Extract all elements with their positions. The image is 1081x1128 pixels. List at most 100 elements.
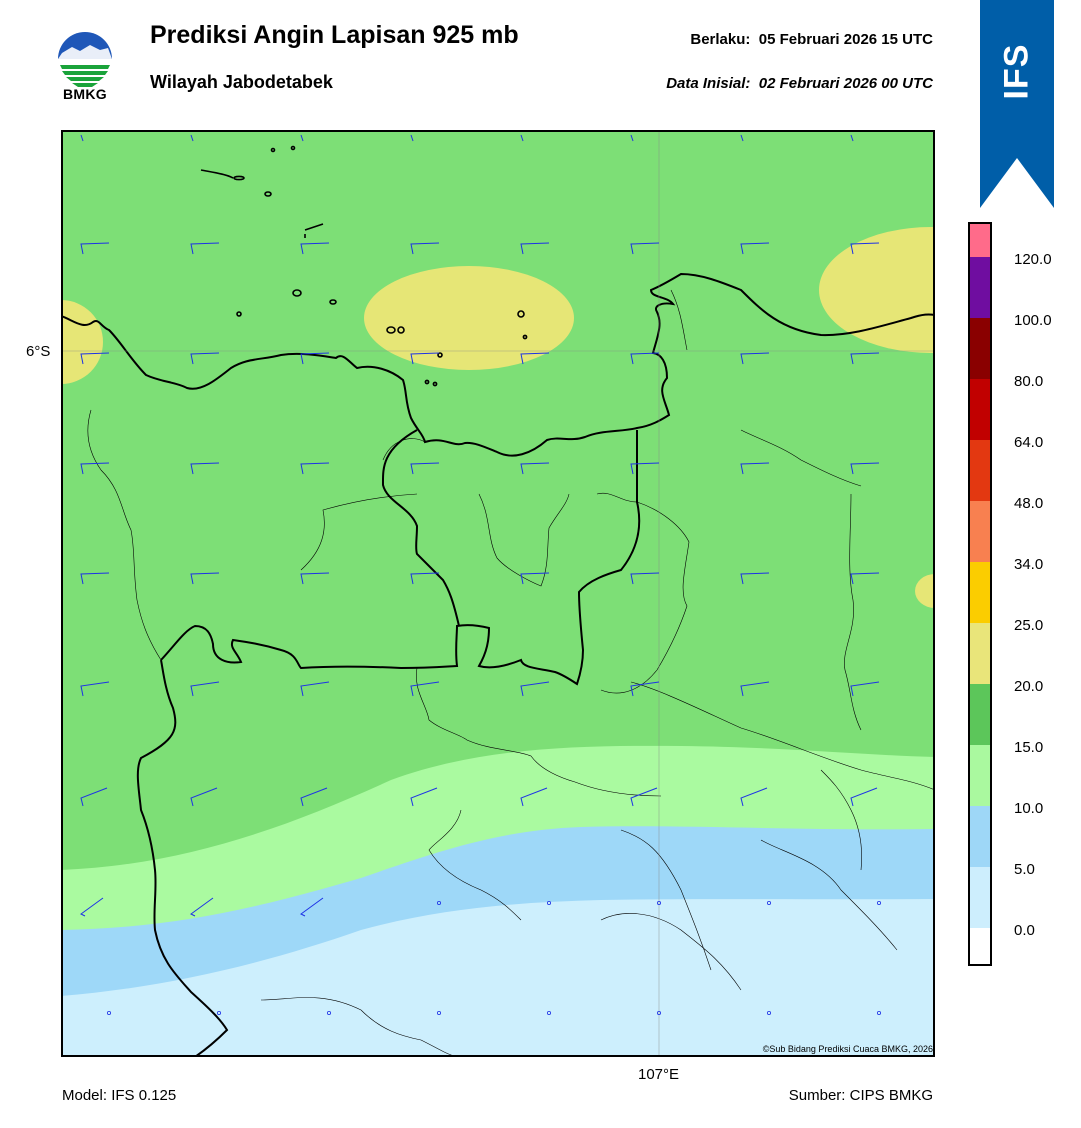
wind-barb bbox=[80, 352, 110, 365]
calm-marker bbox=[877, 901, 882, 906]
wind-band-20-25-right bbox=[819, 227, 935, 353]
page-title: Prediksi Angin Lapisan 925 mb bbox=[150, 21, 519, 49]
wind-barb bbox=[850, 352, 880, 365]
calm-marker bbox=[436, 1011, 441, 1016]
colorbar-tick-label: 15.0 bbox=[1014, 739, 1044, 756]
colorbar-segment bbox=[968, 222, 992, 257]
wind-barb bbox=[300, 462, 330, 475]
wind-barb bbox=[520, 352, 550, 365]
calm-marker bbox=[436, 901, 441, 906]
colorbar-segment bbox=[968, 928, 992, 966]
province-boundary-inner bbox=[381, 429, 460, 627]
colorbar-segment bbox=[968, 745, 992, 806]
thousand-islands bbox=[200, 145, 528, 387]
init-time-line: Data Inisial: 02 Februari 2026 00 UTC bbox=[666, 75, 933, 92]
colorbar-tick-label: 20.0 bbox=[1014, 678, 1044, 695]
latitude-label: 6°S bbox=[26, 343, 51, 360]
wind-band-0-5 bbox=[61, 899, 935, 1057]
wind-barb bbox=[850, 462, 880, 475]
colorbar-segment bbox=[968, 806, 992, 867]
wind-barb bbox=[190, 352, 220, 365]
province-boundary-southwest bbox=[136, 659, 229, 1057]
wind-barb bbox=[520, 462, 550, 475]
wind-barb bbox=[300, 572, 330, 585]
colorbar-segment bbox=[968, 379, 992, 440]
valid-time-line: Berlaku: 05 Februari 2026 15 UTC bbox=[690, 31, 933, 48]
bmkg-logo-icon bbox=[58, 32, 112, 87]
wind-barb bbox=[630, 462, 660, 475]
wind-barb bbox=[80, 134, 84, 142]
calm-marker bbox=[767, 901, 772, 906]
wind-barb bbox=[630, 681, 660, 697]
regency-boundaries bbox=[87, 289, 935, 1057]
wind-barb bbox=[740, 242, 770, 255]
calm-marker bbox=[107, 1011, 112, 1016]
colorbar-segment bbox=[968, 501, 992, 562]
wind-barbs bbox=[80, 134, 882, 1016]
colorbar-tick-label: 80.0 bbox=[1014, 373, 1044, 390]
wind-barb bbox=[300, 681, 330, 697]
init-time: 02 Februari 2026 00 UTC bbox=[758, 75, 933, 92]
map-frame bbox=[61, 130, 935, 1057]
colorbar-segment bbox=[968, 623, 992, 684]
province-boundary-west bbox=[160, 430, 641, 686]
coastline bbox=[61, 272, 935, 457]
calm-marker bbox=[657, 1011, 662, 1016]
wind-barb bbox=[740, 134, 744, 142]
wind-barb bbox=[740, 352, 770, 365]
wind-barb bbox=[630, 134, 634, 142]
calm-marker bbox=[216, 1011, 221, 1016]
wind-barb bbox=[410, 572, 440, 585]
wind-barb bbox=[190, 134, 194, 142]
wind-barb bbox=[300, 134, 304, 142]
wind-barb bbox=[630, 787, 658, 807]
wind-barb bbox=[410, 242, 440, 255]
colorbar-tick-label: 34.0 bbox=[1014, 556, 1044, 573]
wind-barb bbox=[80, 681, 110, 697]
colorbar-tick-label: 64.0 bbox=[1014, 434, 1044, 451]
colorbar-tick-label: 25.0 bbox=[1014, 617, 1044, 634]
wind-band-20-25-edge bbox=[915, 574, 935, 608]
wind-barb bbox=[190, 242, 220, 255]
wind-barb bbox=[850, 134, 854, 142]
wind-barb bbox=[850, 787, 878, 807]
wind-barb bbox=[190, 462, 220, 475]
colorbar-tick-label: 10.0 bbox=[1014, 800, 1044, 817]
wind-barb bbox=[630, 352, 660, 365]
wind-barb bbox=[520, 681, 550, 697]
wind-barb bbox=[80, 897, 104, 917]
page-subtitle: Wilayah Jabodetabek bbox=[150, 72, 333, 92]
wind-barb bbox=[850, 681, 880, 697]
wind-barb bbox=[740, 681, 770, 697]
model-ribbon bbox=[980, 0, 1054, 208]
source-info: Sumber: CIPS BMKG bbox=[788, 1087, 933, 1104]
model-info: Model: IFS 0.125 bbox=[62, 1087, 177, 1104]
wind-barb bbox=[300, 897, 324, 917]
wind-band-20-25-center bbox=[364, 266, 574, 370]
wind-map bbox=[61, 130, 935, 1057]
colorbar-tick-label: 100.0 bbox=[1014, 312, 1052, 329]
wind-barb bbox=[190, 572, 220, 585]
wind-barb bbox=[630, 242, 660, 255]
wind-barb bbox=[520, 134, 524, 142]
colorbar-tick-label: 48.0 bbox=[1014, 495, 1044, 512]
colorbar-segment bbox=[968, 562, 992, 623]
wind-barb bbox=[740, 572, 770, 585]
wind-barb bbox=[630, 572, 660, 585]
model-badge: IFS bbox=[997, 43, 1036, 99]
wind-barb bbox=[80, 572, 110, 585]
colorbar-segment bbox=[968, 867, 992, 928]
colorbar-segment bbox=[968, 318, 992, 379]
valid-time: 05 Februari 2026 15 UTC bbox=[758, 31, 933, 48]
wind-barb bbox=[80, 462, 110, 475]
map-credit: ©Sub Bidang Prediksi Cuaca BMKG, 2026 bbox=[762, 1044, 933, 1054]
wind-barb bbox=[410, 134, 414, 142]
calm-marker bbox=[546, 1011, 551, 1016]
colorbar-tick-label: 120.0 bbox=[1014, 251, 1052, 268]
wind-barb bbox=[520, 787, 548, 807]
calm-marker bbox=[877, 1011, 882, 1016]
valid-label: Berlaku: bbox=[690, 31, 751, 48]
calm-marker bbox=[546, 901, 551, 906]
colorbar-segment bbox=[968, 257, 992, 318]
colorbar-segment bbox=[968, 684, 992, 745]
